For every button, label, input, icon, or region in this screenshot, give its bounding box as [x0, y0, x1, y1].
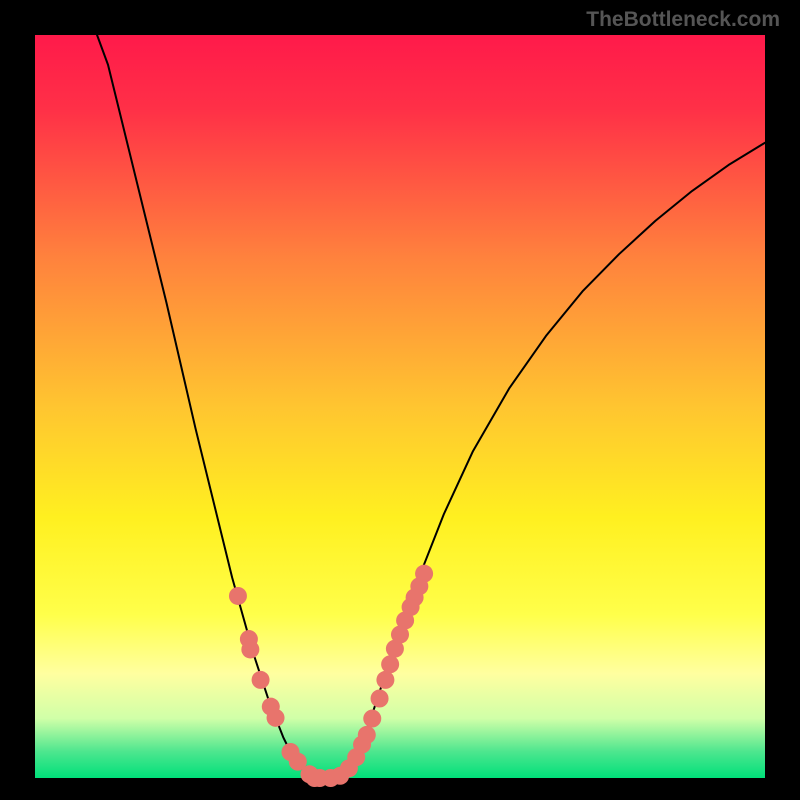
marker-point: [376, 671, 394, 689]
bottleneck-chart: [0, 0, 800, 800]
marker-point: [252, 671, 270, 689]
marker-point: [415, 565, 433, 583]
marker-point: [363, 710, 381, 728]
marker-point: [241, 640, 259, 658]
chart-container: TheBottleneck.com: [0, 0, 800, 800]
marker-point: [371, 690, 389, 708]
gradient-background: [35, 35, 765, 778]
marker-point: [229, 587, 247, 605]
marker-point: [267, 709, 285, 727]
marker-point: [381, 655, 399, 673]
marker-point: [358, 726, 376, 744]
